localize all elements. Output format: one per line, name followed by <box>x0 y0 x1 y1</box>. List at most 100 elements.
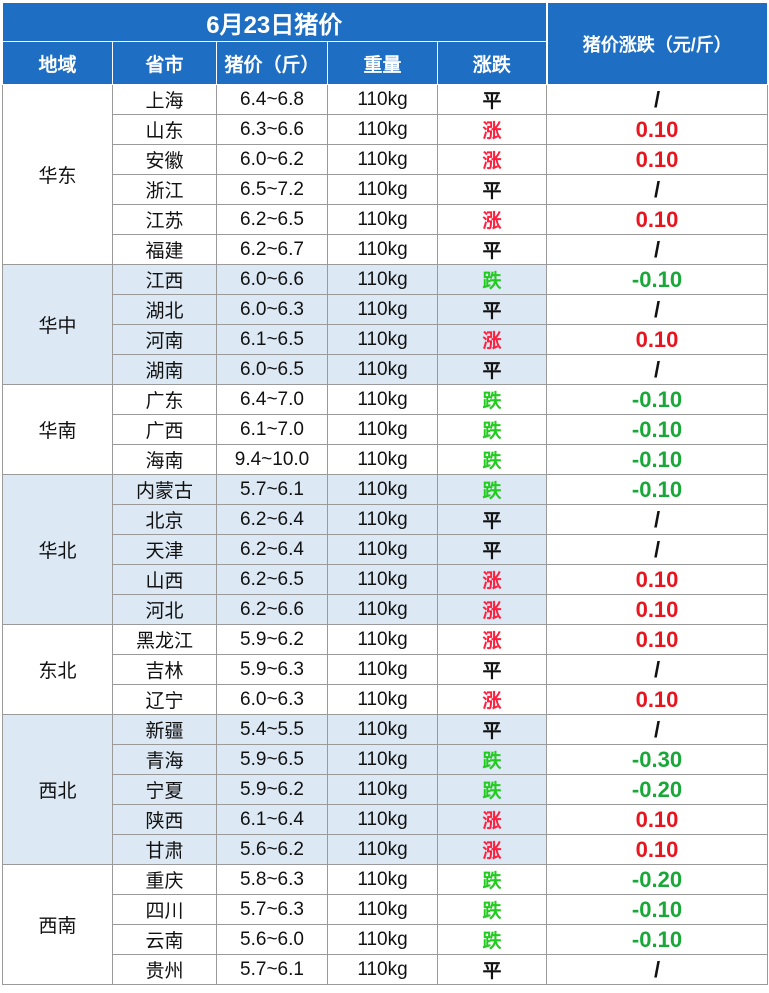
change-cell: / <box>546 294 768 325</box>
table-row: 河北 6.2~6.6 110kg 涨 0.10 <box>3 594 768 625</box>
price-cell: 5.6~6.0 <box>216 924 328 955</box>
province-cell: 湖北 <box>112 294 217 325</box>
province-cell: 天津 <box>112 534 217 565</box>
region-cell: 华中 <box>2 264 113 385</box>
weight-cell: 110kg <box>327 504 438 535</box>
trend-cell: 涨 <box>437 114 547 145</box>
price-cell: 6.2~6.6 <box>216 594 328 625</box>
table-row: 山东 6.3~6.6 110kg 涨 0.10 <box>3 114 768 145</box>
weight-cell: 110kg <box>327 264 438 295</box>
price-cell: 5.8~6.3 <box>216 864 328 895</box>
change-cell: 0.10 <box>546 144 768 175</box>
weight-cell: 110kg <box>327 774 438 805</box>
trend-cell: 平 <box>437 354 547 385</box>
province-cell: 贵州 <box>112 954 217 985</box>
trend-cell: 涨 <box>437 564 547 595</box>
table-row: 甘肃 5.6~6.2 110kg 涨 0.10 <box>3 834 768 865</box>
trend-cell: 跌 <box>437 264 547 295</box>
province-cell: 黑龙江 <box>112 624 217 655</box>
table-row: 河南 6.1~6.5 110kg 涨 0.10 <box>3 324 768 355</box>
weight-cell: 110kg <box>327 804 438 835</box>
table-row: 华中 江西 6.0~6.6 110kg 跌 -0.10 <box>2 264 768 385</box>
trend-cell: 跌 <box>437 924 547 955</box>
header-province: 省市 <box>112 41 217 85</box>
price-cell: 6.2~6.4 <box>216 504 328 535</box>
weight-cell: 110kg <box>327 654 438 685</box>
table-row: 陕西 6.1~6.4 110kg 涨 0.10 <box>3 804 768 835</box>
header-price-change: 猪价涨跌（元/斤） <box>545 2 768 85</box>
price-cell: 6.1~6.4 <box>216 804 328 835</box>
weight-cell: 110kg <box>327 444 438 475</box>
price-cell: 5.7~6.1 <box>216 954 328 985</box>
trend-cell: 平 <box>437 174 547 205</box>
weight-cell: 110kg <box>327 924 438 955</box>
province-cell: 云南 <box>112 924 217 955</box>
table-row: 西北 新疆 5.4~5.5 110kg 平 / <box>2 714 768 865</box>
province-cell: 甘肃 <box>112 834 217 865</box>
trend-cell: 涨 <box>437 324 547 355</box>
trend-cell: 涨 <box>437 804 547 835</box>
province-cell: 山西 <box>112 564 217 595</box>
weight-cell: 110kg <box>327 144 438 175</box>
province-cell: 辽宁 <box>112 684 217 715</box>
price-cell: 6.0~6.2 <box>216 144 328 175</box>
change-cell: 0.10 <box>546 594 768 625</box>
change-cell: / <box>546 174 768 205</box>
weight-cell: 110kg <box>327 744 438 775</box>
weight-cell: 110kg <box>327 624 438 655</box>
price-cell: 6.2~6.5 <box>216 564 328 595</box>
price-cell: 6.2~6.4 <box>216 534 328 565</box>
weight-cell: 110kg <box>327 204 438 235</box>
table-row: 湖北 6.0~6.3 110kg 平 / <box>3 294 768 325</box>
region-cell: 西南 <box>2 864 113 985</box>
trend-cell: 平 <box>437 294 547 325</box>
header-weight: 重量 <box>327 41 438 85</box>
change-cell: / <box>546 84 768 115</box>
province-cell: 内蒙古 <box>112 474 217 505</box>
table-row: 宁夏 5.9~6.2 110kg 跌 -0.20 <box>3 774 768 805</box>
change-cell: / <box>546 534 768 565</box>
table-row: 华北 内蒙古 5.7~6.1 110kg 跌 -0.10 <box>2 474 768 625</box>
province-cell: 海南 <box>112 444 217 475</box>
province-cell: 安徽 <box>112 144 217 175</box>
weight-cell: 110kg <box>327 714 438 745</box>
trend-cell: 涨 <box>437 204 547 235</box>
trend-cell: 跌 <box>437 384 547 415</box>
price-cell: 5.9~6.3 <box>216 654 328 685</box>
table-row: 贵州 5.7~6.1 110kg 平 / <box>3 954 768 985</box>
price-cell: 5.9~6.2 <box>216 774 328 805</box>
table-row: 华南 广东 6.4~7.0 110kg 跌 -0.10 <box>2 384 768 475</box>
province-cell: 广西 <box>112 414 217 445</box>
trend-cell: 涨 <box>437 144 547 175</box>
table-row: 四川 5.7~6.3 110kg 跌 -0.10 <box>3 894 768 925</box>
region-cell: 东北 <box>2 624 113 715</box>
province-cell: 北京 <box>112 504 217 535</box>
weight-cell: 110kg <box>327 234 438 265</box>
change-cell: 0.10 <box>546 804 768 835</box>
price-cell: 6.0~6.3 <box>216 684 328 715</box>
price-cell: 5.6~6.2 <box>216 834 328 865</box>
trend-cell: 平 <box>437 654 547 685</box>
province-cell: 青海 <box>112 744 217 775</box>
region-cell: 西北 <box>2 714 113 865</box>
table-row: 福建 6.2~6.7 110kg 平 / <box>3 234 768 265</box>
header-price: 猪价（斤） <box>216 41 328 85</box>
weight-cell: 110kg <box>327 384 438 415</box>
change-cell: -0.10 <box>546 264 768 295</box>
price-cell: 6.4~7.0 <box>216 384 328 415</box>
trend-cell: 平 <box>437 234 547 265</box>
price-cell: 6.0~6.6 <box>216 264 328 295</box>
price-cell: 5.9~6.2 <box>216 624 328 655</box>
change-cell: -0.10 <box>546 384 768 415</box>
table-row: 海南 9.4~10.0 110kg 跌 -0.10 <box>3 444 768 475</box>
weight-cell: 110kg <box>327 294 438 325</box>
change-cell: 0.10 <box>546 324 768 355</box>
weight-cell: 110kg <box>327 474 438 505</box>
weight-cell: 110kg <box>327 354 438 385</box>
change-cell: 0.10 <box>546 684 768 715</box>
province-cell: 广东 <box>112 384 217 415</box>
province-cell: 新疆 <box>112 714 217 745</box>
table-row: 辽宁 6.0~6.3 110kg 涨 0.10 <box>3 684 768 715</box>
weight-cell: 110kg <box>327 834 438 865</box>
change-cell: / <box>546 714 768 745</box>
